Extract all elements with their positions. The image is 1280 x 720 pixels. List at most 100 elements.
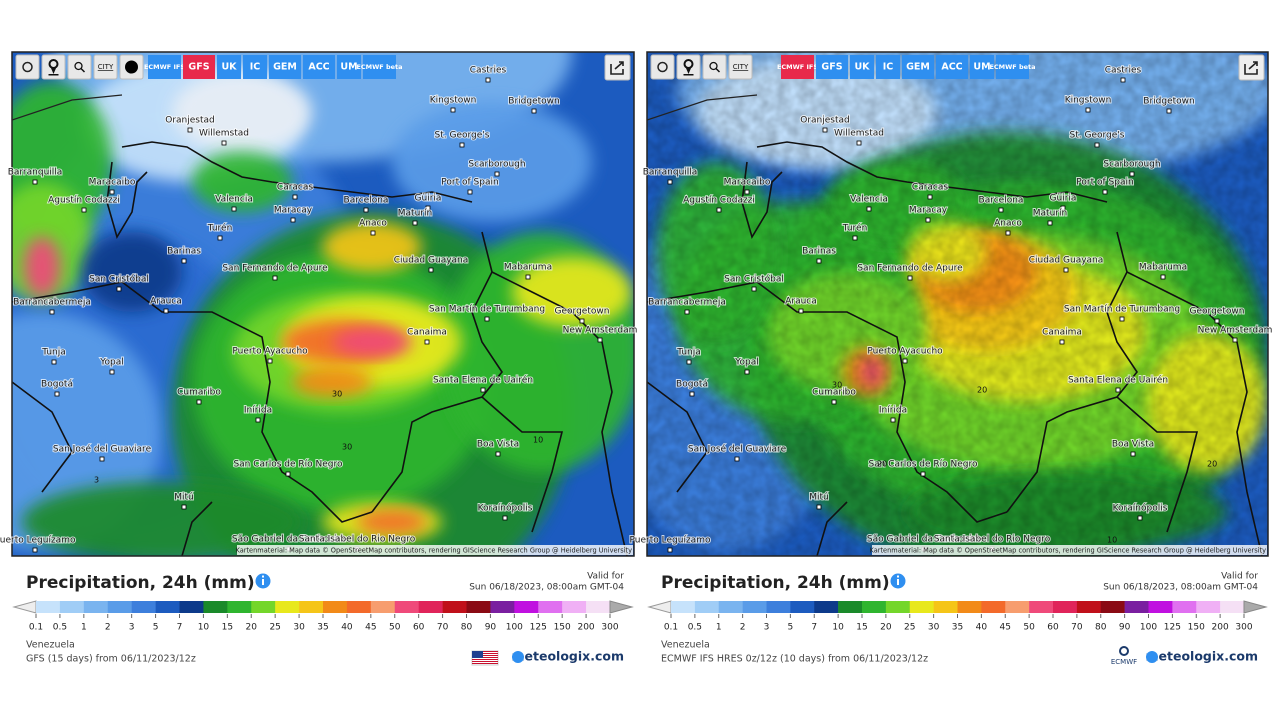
city-label: Tunja xyxy=(41,348,66,358)
city-button-label[interactable]: CITY xyxy=(733,63,749,71)
model-button-label[interactable]: UM xyxy=(973,62,990,73)
info-i-dot xyxy=(897,575,899,578)
map-frame xyxy=(646,51,1269,557)
model-button-bg[interactable] xyxy=(183,55,215,79)
model-button[interactable]: ACC xyxy=(303,55,335,79)
model-button[interactable]: ECMWF IFS xyxy=(144,55,185,79)
model-button-label[interactable]: GEM xyxy=(906,62,930,73)
toolbar-button[interactable] xyxy=(650,54,675,80)
model-button-bg[interactable] xyxy=(269,55,301,79)
city-button-label[interactable]: CITY xyxy=(98,63,114,71)
share-button[interactable] xyxy=(1238,54,1265,81)
city-label: Boa Vista xyxy=(477,440,519,450)
toolbar-button[interactable] xyxy=(41,54,66,80)
model-button-label[interactable]: ACC xyxy=(941,62,962,73)
city-dot xyxy=(525,274,531,280)
model-button-bg[interactable] xyxy=(876,55,900,79)
model-button-label[interactable]: ACC xyxy=(308,62,329,73)
model-button[interactable]: GEM xyxy=(902,55,934,79)
model-button-label[interactable]: GEM xyxy=(273,62,297,73)
model-button[interactable]: ECMWF beta xyxy=(356,55,403,79)
colorbar-segment xyxy=(838,601,863,613)
colorbar-label: 0.5 xyxy=(53,623,67,633)
city-label: Canaima xyxy=(1042,328,1082,338)
model-button-label[interactable]: UK xyxy=(854,62,870,73)
model-button-bg[interactable] xyxy=(363,55,396,79)
contour-label: 30 xyxy=(342,443,352,452)
model-button[interactable]: GFS xyxy=(816,55,848,79)
toolbar-button[interactable]: CITY xyxy=(728,54,753,80)
toolbar-button[interactable] xyxy=(15,54,40,80)
model-button-bg[interactable] xyxy=(936,55,968,79)
icon xyxy=(74,61,83,71)
colorbar-segment xyxy=(718,601,743,613)
button-bg[interactable] xyxy=(67,54,92,80)
model-button[interactable]: GFS xyxy=(183,55,215,79)
model-button-label[interactable]: ECMWF beta xyxy=(989,63,1035,71)
city-label: Arauca xyxy=(150,297,182,307)
city-dot xyxy=(163,308,169,314)
city-label: Barrancabermeja xyxy=(13,298,91,308)
toolbar-button[interactable] xyxy=(67,54,92,80)
model-button-label[interactable]: UK xyxy=(221,62,237,73)
model-button[interactable]: ECMWF beta xyxy=(989,55,1036,79)
model-button[interactable]: UK xyxy=(850,55,874,79)
city-dot xyxy=(32,547,38,553)
colorbar-label: 200 xyxy=(577,623,594,633)
city-label: Agustín Codazzi xyxy=(683,196,755,206)
model-button-bg[interactable] xyxy=(337,55,361,79)
model-button[interactable]: UM xyxy=(337,55,361,79)
colorbar-label: 90 xyxy=(1119,623,1131,633)
precip-area xyxy=(332,328,412,356)
model-button-label[interactable]: IC xyxy=(883,62,894,73)
model-button-bg[interactable] xyxy=(816,55,848,79)
city-label: Barcelona xyxy=(344,196,389,206)
contour-label: 30 xyxy=(832,381,842,390)
colorbar-label: 80 xyxy=(461,623,473,633)
colorbar-segment xyxy=(1005,601,1030,613)
colorbar-label: 60 xyxy=(1047,623,1059,633)
toolbar-button[interactable] xyxy=(119,54,144,80)
share-button[interactable] xyxy=(604,54,631,81)
city-label: Castries xyxy=(1105,66,1142,76)
button-bg[interactable] xyxy=(702,54,727,80)
city-dot xyxy=(744,369,750,375)
model-button-label[interactable]: ECMWF IFS xyxy=(777,63,818,71)
colorbar-segment xyxy=(107,601,132,613)
model-button-label[interactable]: ECMWF beta xyxy=(356,63,402,71)
toolbar-button[interactable]: CITY xyxy=(93,54,118,80)
colorbar-segment xyxy=(323,601,348,613)
model-button-bg[interactable] xyxy=(996,55,1029,79)
model-button-bg[interactable] xyxy=(217,55,241,79)
button-bg[interactable] xyxy=(93,54,118,80)
model-button-bg[interactable] xyxy=(781,55,814,79)
toolbar-button[interactable] xyxy=(676,54,701,80)
model-button-bg[interactable] xyxy=(970,55,994,79)
toolbar-button[interactable] xyxy=(702,54,727,80)
model-button-label[interactable]: IC xyxy=(250,62,261,73)
model-button-bg[interactable] xyxy=(148,55,181,79)
logo[interactable]: meteologix.com xyxy=(512,649,624,664)
model-button[interactable]: IC xyxy=(876,55,900,79)
model-button-bg[interactable] xyxy=(243,55,267,79)
city-label: Barinas xyxy=(802,247,836,257)
model-button-label[interactable]: GFS xyxy=(188,62,209,73)
model-button[interactable]: ECMWF IFS xyxy=(777,55,818,79)
flag-stripe xyxy=(472,657,498,658)
model-button[interactable]: GEM xyxy=(269,55,301,79)
model-button-bg[interactable] xyxy=(902,55,934,79)
model-button[interactable]: ACC xyxy=(936,55,968,79)
button-bg[interactable] xyxy=(650,54,675,80)
city-label: Koraínópolis xyxy=(478,503,533,514)
model-button[interactable]: IC xyxy=(243,55,267,79)
logo[interactable]: meteologix.com xyxy=(1146,649,1258,664)
model-button[interactable]: UK xyxy=(217,55,241,79)
button-bg[interactable] xyxy=(728,54,753,80)
model-button[interactable]: UM xyxy=(970,55,994,79)
model-button-label[interactable]: ECMWF IFS xyxy=(144,63,185,71)
model-button-label[interactable]: UM xyxy=(340,62,357,73)
model-button-bg[interactable] xyxy=(303,55,335,79)
model-button-label[interactable]: GFS xyxy=(821,62,842,73)
button-bg[interactable] xyxy=(15,54,40,80)
model-button-bg[interactable] xyxy=(850,55,874,79)
